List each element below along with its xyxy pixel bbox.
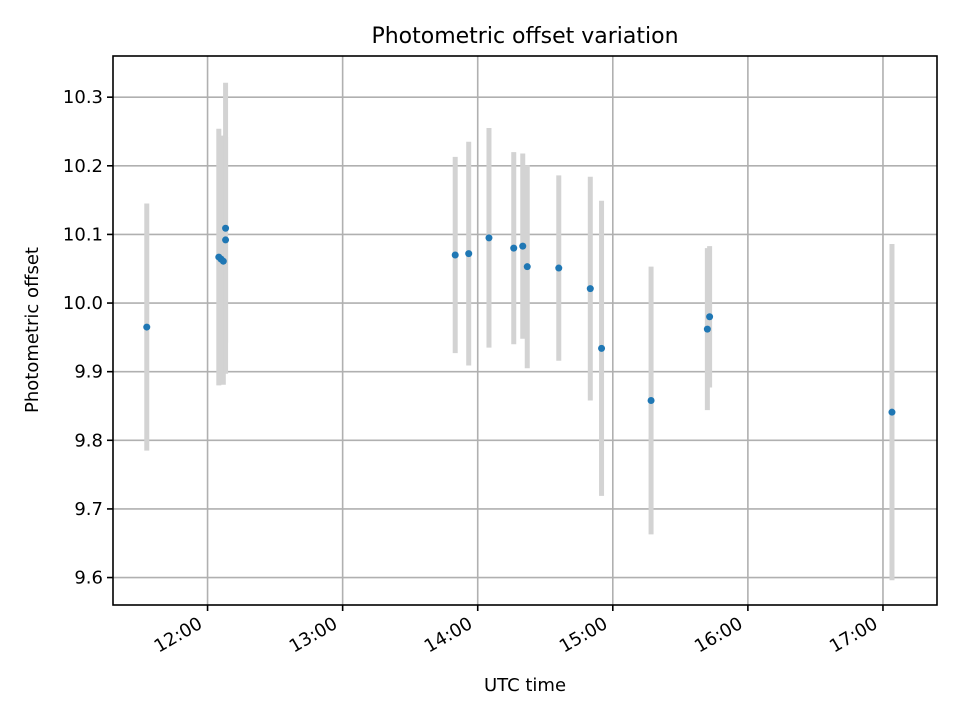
data-point (598, 344, 606, 352)
data-point (485, 234, 493, 242)
data-point (451, 251, 459, 259)
y-tick-label: 10.2 (63, 156, 103, 177)
plot-frame (112, 55, 938, 606)
data-point (706, 313, 714, 321)
data-point (510, 244, 518, 252)
y-tick-label: 9.9 (74, 362, 103, 383)
data-point (555, 264, 563, 272)
data-point (219, 257, 227, 265)
data-point (222, 236, 230, 244)
y-tick-label: 9.8 (74, 430, 103, 451)
data-point (703, 325, 711, 333)
y-tick-label: 10.0 (63, 293, 103, 314)
y-tick-label: 10.3 (63, 87, 103, 108)
y-tick-label: 10.1 (63, 224, 103, 245)
data-point (222, 224, 230, 232)
data-point (465, 250, 473, 258)
data-point (586, 285, 594, 293)
data-point (647, 396, 655, 404)
x-axis-label: UTC time (484, 675, 566, 696)
y-tick-label: 9.7 (74, 499, 103, 520)
y-axis-label: Photometric offset (22, 247, 43, 413)
y-tick-label: 9.6 (74, 568, 103, 589)
data-point (523, 263, 531, 271)
data-point (519, 242, 527, 250)
chart-title: Photometric offset variation (371, 24, 678, 49)
data-point (888, 408, 896, 416)
data-points (143, 224, 896, 416)
data-point (143, 323, 151, 331)
